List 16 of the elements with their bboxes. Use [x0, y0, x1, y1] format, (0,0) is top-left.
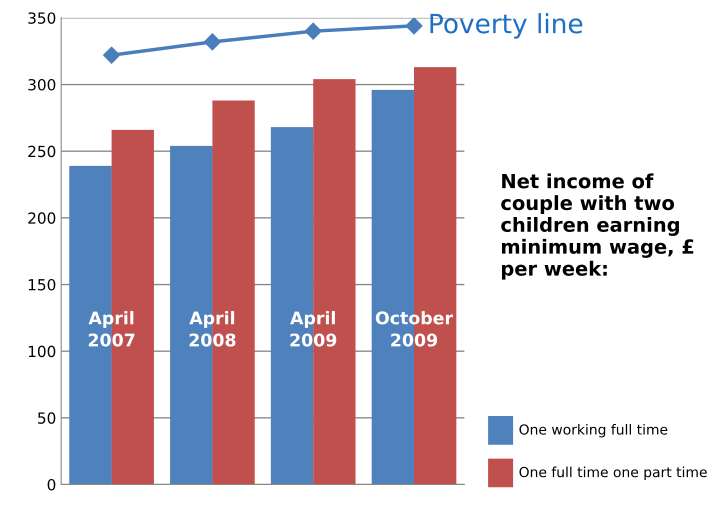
y-tick-label: 350 — [28, 12, 56, 24]
y-tick-label: 100 — [28, 346, 56, 358]
point — [204, 33, 221, 50]
y-tick-label: 200 — [28, 212, 56, 224]
legend-label: One working full time — [519, 424, 668, 438]
y-tick-label: 250 — [28, 146, 56, 158]
point — [304, 22, 322, 40]
series-label: Poverty line — [430, 13, 582, 39]
y-tick-label: 50 — [38, 412, 56, 424]
y-tick-label: 150 — [28, 278, 56, 291]
legend-title: Net income of couple with two children earning minimum wage, £ per week: — [501, 173, 694, 280]
point — [405, 18, 423, 34]
y-tick-label: 0 — [48, 478, 56, 491]
y-tick-label: 300 — [28, 78, 56, 91]
point — [103, 46, 120, 64]
legend-label: One full time one part time — [519, 466, 707, 480]
